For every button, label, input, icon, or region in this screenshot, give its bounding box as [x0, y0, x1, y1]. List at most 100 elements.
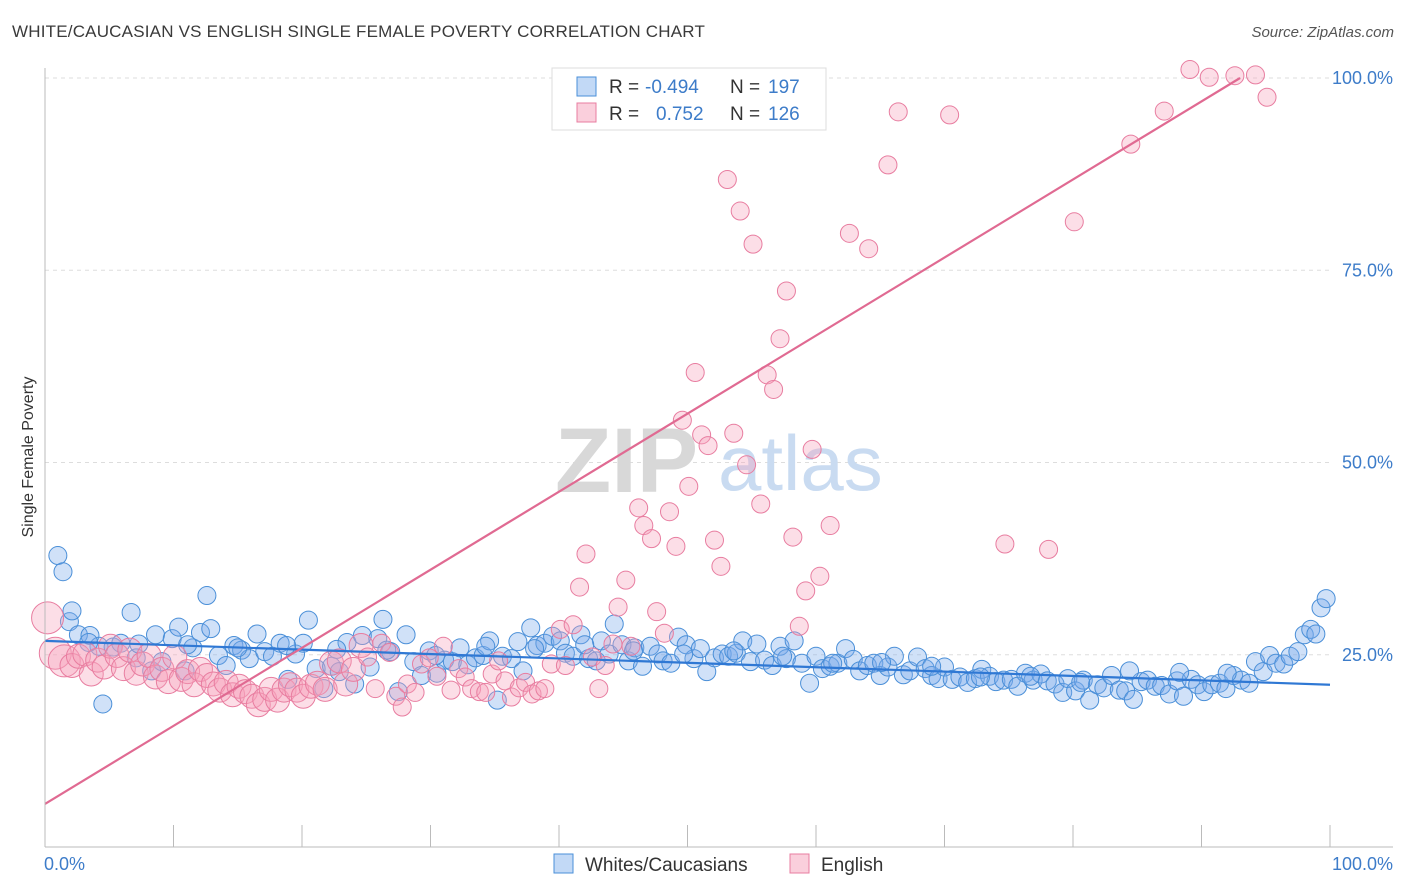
english-point: [789, 616, 809, 636]
white-point: [450, 638, 470, 658]
english-point: [666, 536, 686, 556]
english-point: [1225, 66, 1245, 86]
english-point: [717, 170, 737, 190]
white-point: [314, 679, 334, 699]
english-point: [654, 623, 674, 643]
english-point: [839, 223, 859, 243]
white-point: [525, 639, 545, 659]
white-point: [884, 646, 904, 666]
english-point: [476, 682, 496, 702]
english-point: [888, 102, 908, 122]
english-point: [1180, 60, 1200, 80]
watermark-zip: ZIP: [555, 410, 698, 512]
english-point: [333, 671, 359, 697]
english-point: [412, 654, 432, 674]
white-point: [480, 631, 500, 651]
english-point: [995, 534, 1015, 554]
y-tick-label: 25.0%: [1342, 645, 1393, 665]
english-point: [859, 239, 879, 259]
english-point: [489, 651, 509, 671]
white-point: [823, 653, 843, 673]
english-point: [563, 615, 583, 635]
english-point: [764, 379, 784, 399]
points-layer: [31, 60, 1336, 718]
white-point: [1080, 690, 1100, 710]
white-point: [48, 546, 68, 566]
white-point: [197, 586, 217, 606]
english-point: [441, 680, 461, 700]
series-legend: Whites/Caucasians English: [553, 853, 883, 876]
series-legend-label: English: [821, 855, 883, 876]
white-point: [201, 619, 221, 639]
english-point: [629, 498, 649, 518]
white-point: [476, 636, 496, 656]
white-point: [521, 618, 541, 638]
white-point: [1109, 680, 1129, 700]
white-point: [784, 631, 804, 651]
english-point: [31, 601, 65, 635]
english-point: [783, 527, 803, 547]
english-point: [427, 666, 447, 686]
english-point: [535, 679, 555, 699]
white-point: [864, 653, 884, 673]
english-point: [220, 682, 246, 708]
english-point: [78, 661, 104, 687]
english-point: [143, 664, 169, 690]
white-point: [599, 644, 619, 664]
english-point: [698, 436, 718, 456]
english-point: [47, 644, 81, 678]
english-point: [647, 602, 667, 622]
white-point: [800, 673, 820, 693]
white-point: [872, 652, 892, 672]
white-point: [550, 631, 570, 651]
trend-layer: [44, 77, 1331, 805]
legend-n-value: 126: [768, 104, 800, 125]
english-point: [704, 530, 724, 550]
white-point: [747, 634, 767, 654]
english-point: [776, 281, 796, 301]
white-point: [293, 633, 313, 653]
white-point: [508, 632, 528, 652]
white-point: [908, 647, 928, 667]
english-point: [672, 410, 692, 430]
english-point: [940, 105, 960, 125]
white-point: [1174, 686, 1194, 706]
white-point: [1021, 666, 1041, 686]
english-point: [660, 502, 680, 522]
english-point: [820, 516, 840, 536]
white-point: [1260, 646, 1280, 666]
english-point: [1245, 65, 1265, 85]
y-tick-label: 75.0%: [1342, 260, 1393, 280]
white-point: [93, 694, 113, 714]
english-point: [509, 678, 529, 698]
english-point: [462, 679, 482, 699]
english-point: [802, 439, 822, 459]
white-point: [396, 625, 416, 645]
white-point: [994, 670, 1014, 690]
series-legend-swatch-blue: [553, 853, 574, 874]
white-point: [183, 638, 203, 658]
white-point: [970, 667, 990, 687]
english-point: [1257, 87, 1277, 107]
english-point: [570, 577, 590, 597]
white-point: [806, 646, 826, 666]
english-point: [711, 556, 731, 576]
chart-title: WHITE/CAUCASIAN VS ENGLISH SINGLE FEMALE…: [12, 22, 706, 41]
english-point: [685, 363, 705, 383]
white-point: [571, 625, 591, 645]
english-point: [737, 455, 757, 475]
white-point: [1123, 689, 1143, 709]
white-point: [724, 641, 744, 661]
english-point: [312, 676, 338, 702]
english-point: [550, 619, 570, 639]
white-point: [1217, 663, 1237, 683]
white-point: [674, 644, 694, 664]
english-point: [405, 682, 425, 702]
english-point: [878, 155, 898, 175]
white-point: [1311, 598, 1331, 618]
english-point: [751, 494, 771, 514]
watermark: ZIP atlas: [555, 410, 883, 512]
white-point: [1102, 666, 1122, 686]
english-point: [1064, 212, 1084, 232]
english-point: [642, 529, 662, 549]
